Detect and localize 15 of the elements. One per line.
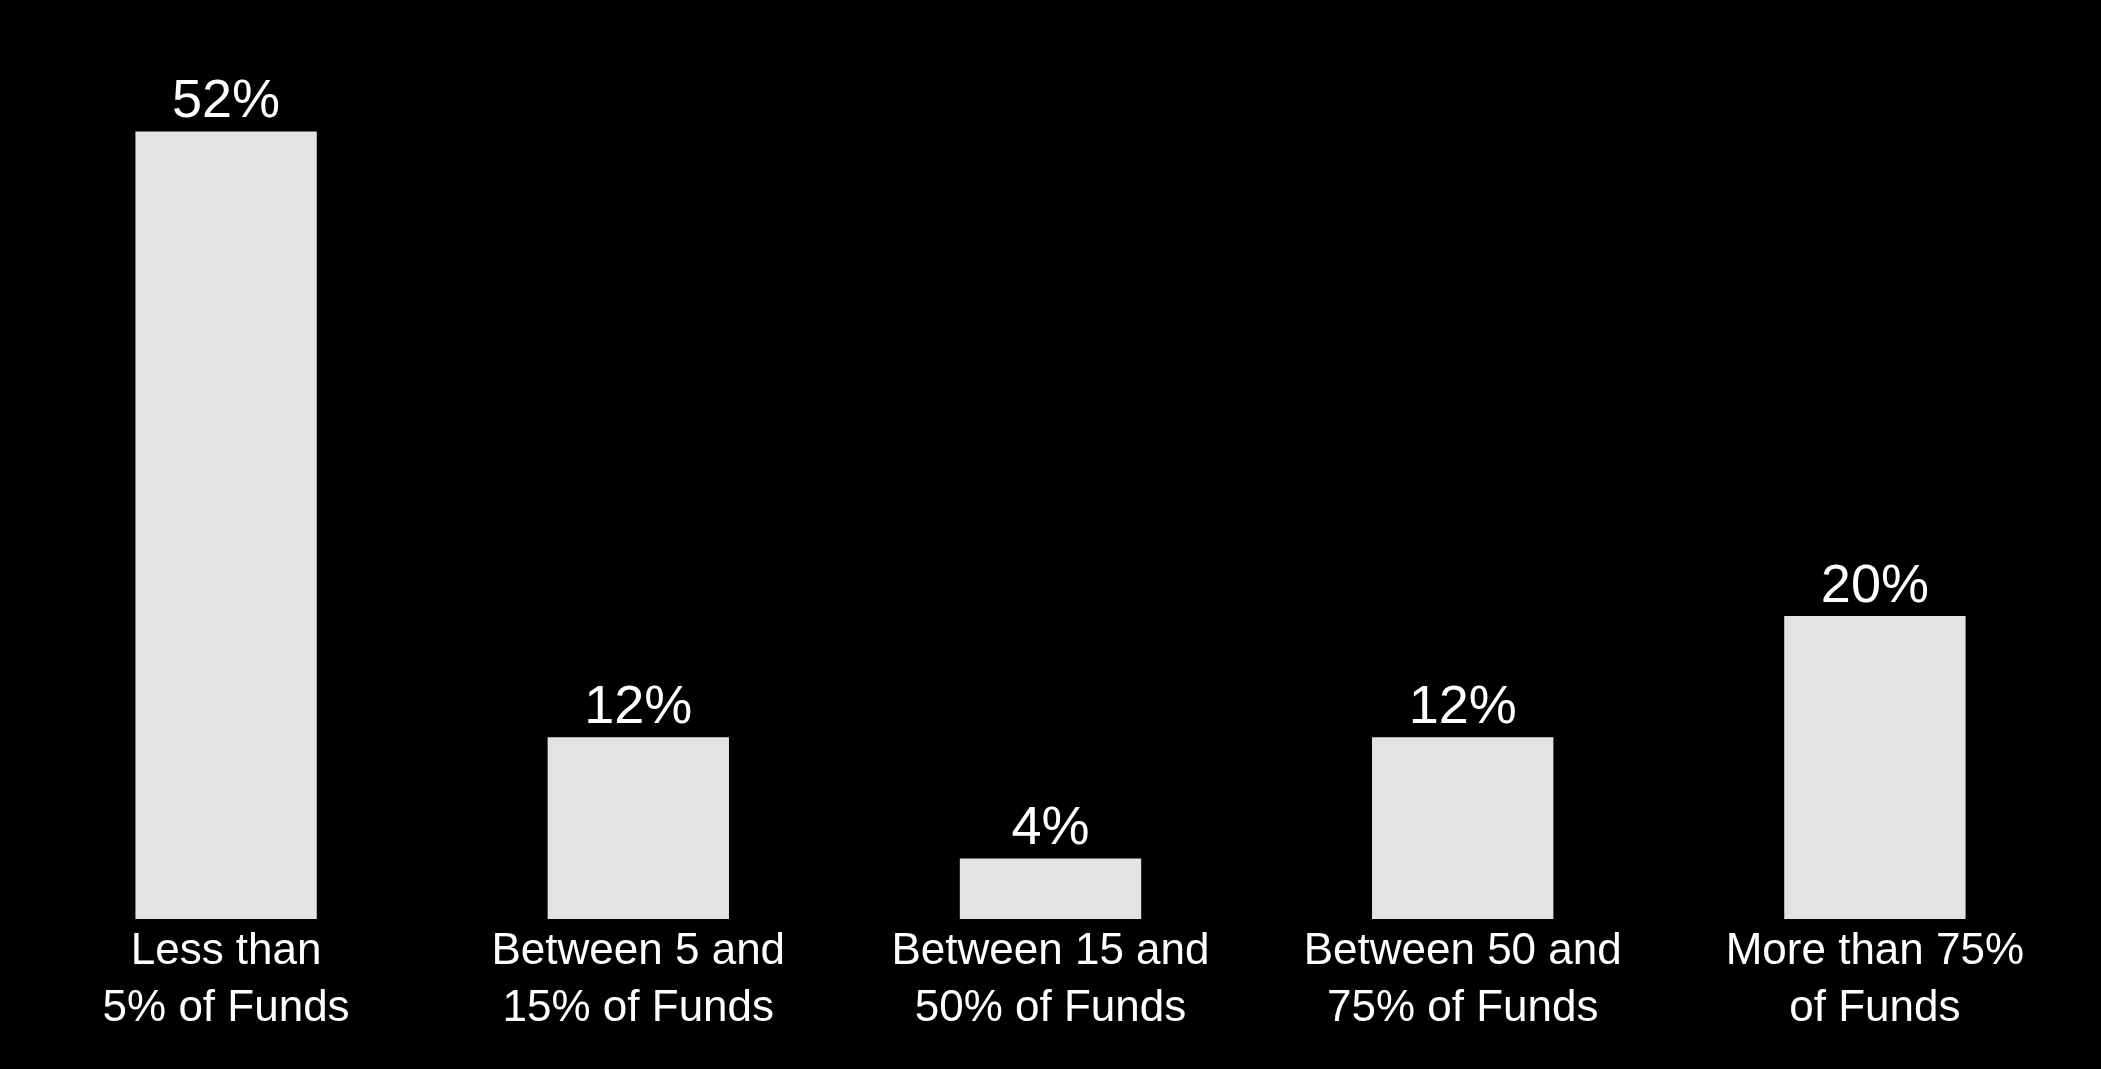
x-tick-label: More than 75% of Funds — [1725, 924, 2025, 1031]
data-label: 4% — [1011, 795, 1090, 856]
bar — [1784, 616, 1966, 919]
bar — [959, 858, 1142, 919]
x-tick-label: Between 15 and 50% of Funds — [891, 924, 1210, 1031]
x-tick-label: Between 50 and 75% of Funds — [1303, 924, 1622, 1031]
bar — [547, 737, 729, 919]
x-tick-label: Between 5 and 15% of Funds — [491, 924, 786, 1031]
x-tick-label: Less than 5% of Funds — [102, 924, 350, 1031]
bar — [135, 131, 317, 919]
data-label: 52% — [172, 68, 281, 129]
data-label: 20% — [1820, 553, 1929, 614]
bar — [1372, 737, 1554, 919]
data-label: 12% — [584, 674, 693, 735]
data-label: 12% — [1408, 674, 1517, 735]
